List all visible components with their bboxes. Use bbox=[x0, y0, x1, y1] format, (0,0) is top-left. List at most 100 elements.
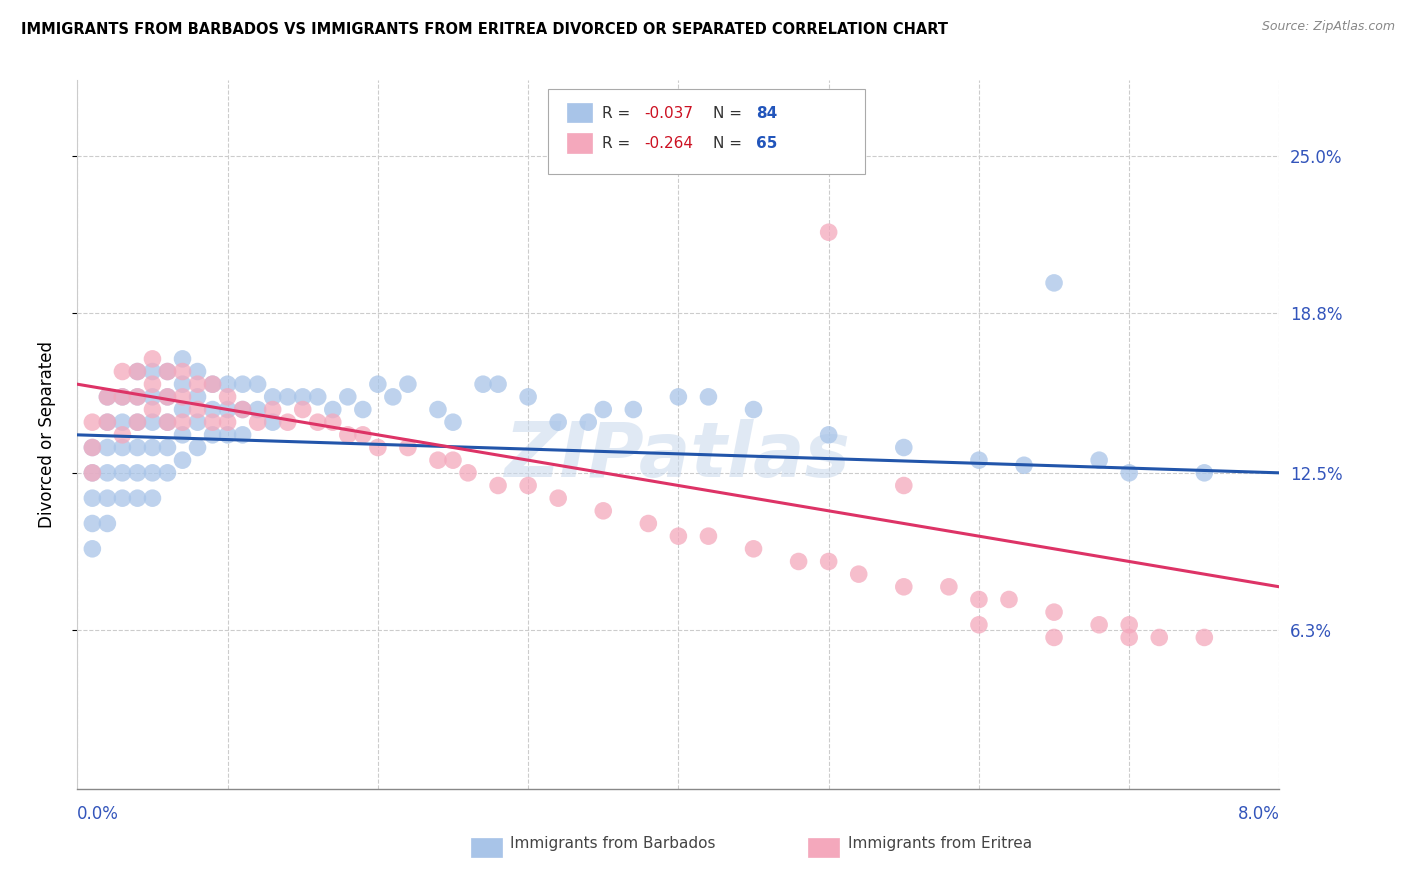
Point bbox=[127, 390, 149, 404]
Point bbox=[127, 415, 149, 429]
Point bbox=[352, 428, 374, 442]
Point bbox=[291, 390, 314, 404]
Point bbox=[517, 390, 540, 404]
Point bbox=[201, 377, 224, 392]
Point bbox=[201, 415, 224, 429]
Text: IMMIGRANTS FROM BARBADOS VS IMMIGRANTS FROM ERITREA DIVORCED OR SEPARATED CORREL: IMMIGRANTS FROM BARBADOS VS IMMIGRANTS F… bbox=[21, 22, 948, 37]
Point bbox=[172, 402, 194, 417]
Point bbox=[1118, 617, 1140, 632]
Point bbox=[217, 428, 239, 442]
Point bbox=[1043, 605, 1066, 619]
Point bbox=[592, 402, 614, 417]
Point bbox=[637, 516, 659, 531]
Point bbox=[1012, 458, 1035, 473]
Point bbox=[111, 390, 134, 404]
Point bbox=[127, 365, 149, 379]
Point bbox=[82, 491, 104, 505]
Point bbox=[96, 516, 118, 531]
Point bbox=[141, 351, 163, 366]
Point bbox=[172, 428, 194, 442]
Point bbox=[156, 415, 179, 429]
Point bbox=[96, 390, 118, 404]
Point bbox=[322, 402, 344, 417]
Point bbox=[742, 541, 765, 556]
Text: R =: R = bbox=[602, 136, 636, 152]
Text: R =: R = bbox=[602, 106, 636, 121]
Point bbox=[547, 415, 569, 429]
Point bbox=[127, 365, 149, 379]
Point bbox=[232, 402, 254, 417]
Point bbox=[576, 415, 599, 429]
Point bbox=[291, 402, 314, 417]
Point bbox=[96, 415, 118, 429]
Point bbox=[1194, 631, 1216, 645]
Point bbox=[201, 402, 224, 417]
Point bbox=[441, 415, 464, 429]
Point bbox=[697, 390, 720, 404]
Point bbox=[367, 441, 389, 455]
Point bbox=[441, 453, 464, 467]
Point bbox=[172, 390, 194, 404]
Point bbox=[277, 390, 299, 404]
Point bbox=[111, 466, 134, 480]
Point bbox=[1118, 631, 1140, 645]
Point bbox=[1088, 453, 1111, 467]
Point bbox=[396, 377, 419, 392]
Point bbox=[697, 529, 720, 543]
Point bbox=[187, 365, 209, 379]
Text: 84: 84 bbox=[756, 106, 778, 121]
Text: N =: N = bbox=[713, 136, 747, 152]
Point bbox=[187, 390, 209, 404]
Point bbox=[82, 541, 104, 556]
Text: 0.0%: 0.0% bbox=[77, 805, 120, 822]
Point bbox=[127, 441, 149, 455]
Point bbox=[156, 390, 179, 404]
Y-axis label: Divorced or Separated: Divorced or Separated bbox=[38, 342, 56, 528]
Point bbox=[592, 504, 614, 518]
Point bbox=[817, 428, 839, 442]
Point bbox=[547, 491, 569, 505]
Point bbox=[486, 478, 509, 492]
Point bbox=[307, 390, 329, 404]
Point bbox=[127, 491, 149, 505]
Point bbox=[817, 554, 839, 568]
Point bbox=[938, 580, 960, 594]
Point bbox=[111, 365, 134, 379]
Point bbox=[127, 390, 149, 404]
Point bbox=[246, 377, 269, 392]
Point bbox=[668, 390, 690, 404]
Point bbox=[307, 415, 329, 429]
Point bbox=[262, 415, 284, 429]
Point bbox=[187, 402, 209, 417]
Point bbox=[187, 377, 209, 392]
Point bbox=[156, 365, 179, 379]
Point bbox=[232, 402, 254, 417]
Point bbox=[96, 441, 118, 455]
Point bbox=[621, 402, 644, 417]
Point bbox=[217, 402, 239, 417]
Point bbox=[156, 415, 179, 429]
Point bbox=[246, 402, 269, 417]
Point bbox=[367, 377, 389, 392]
Point bbox=[141, 441, 163, 455]
Point bbox=[187, 441, 209, 455]
Point bbox=[96, 466, 118, 480]
Point bbox=[156, 390, 179, 404]
Point bbox=[232, 377, 254, 392]
Point bbox=[457, 466, 479, 480]
Point bbox=[1088, 617, 1111, 632]
Point bbox=[156, 365, 179, 379]
Point bbox=[893, 478, 915, 492]
Point bbox=[82, 516, 104, 531]
Point bbox=[967, 453, 990, 467]
Point bbox=[141, 415, 163, 429]
Point bbox=[127, 415, 149, 429]
Point bbox=[172, 351, 194, 366]
Point bbox=[998, 592, 1021, 607]
Point bbox=[96, 415, 118, 429]
Text: Immigrants from Eritrea: Immigrants from Eritrea bbox=[848, 837, 1032, 851]
Point bbox=[141, 377, 163, 392]
Point bbox=[82, 441, 104, 455]
Point bbox=[187, 415, 209, 429]
Point bbox=[262, 402, 284, 417]
